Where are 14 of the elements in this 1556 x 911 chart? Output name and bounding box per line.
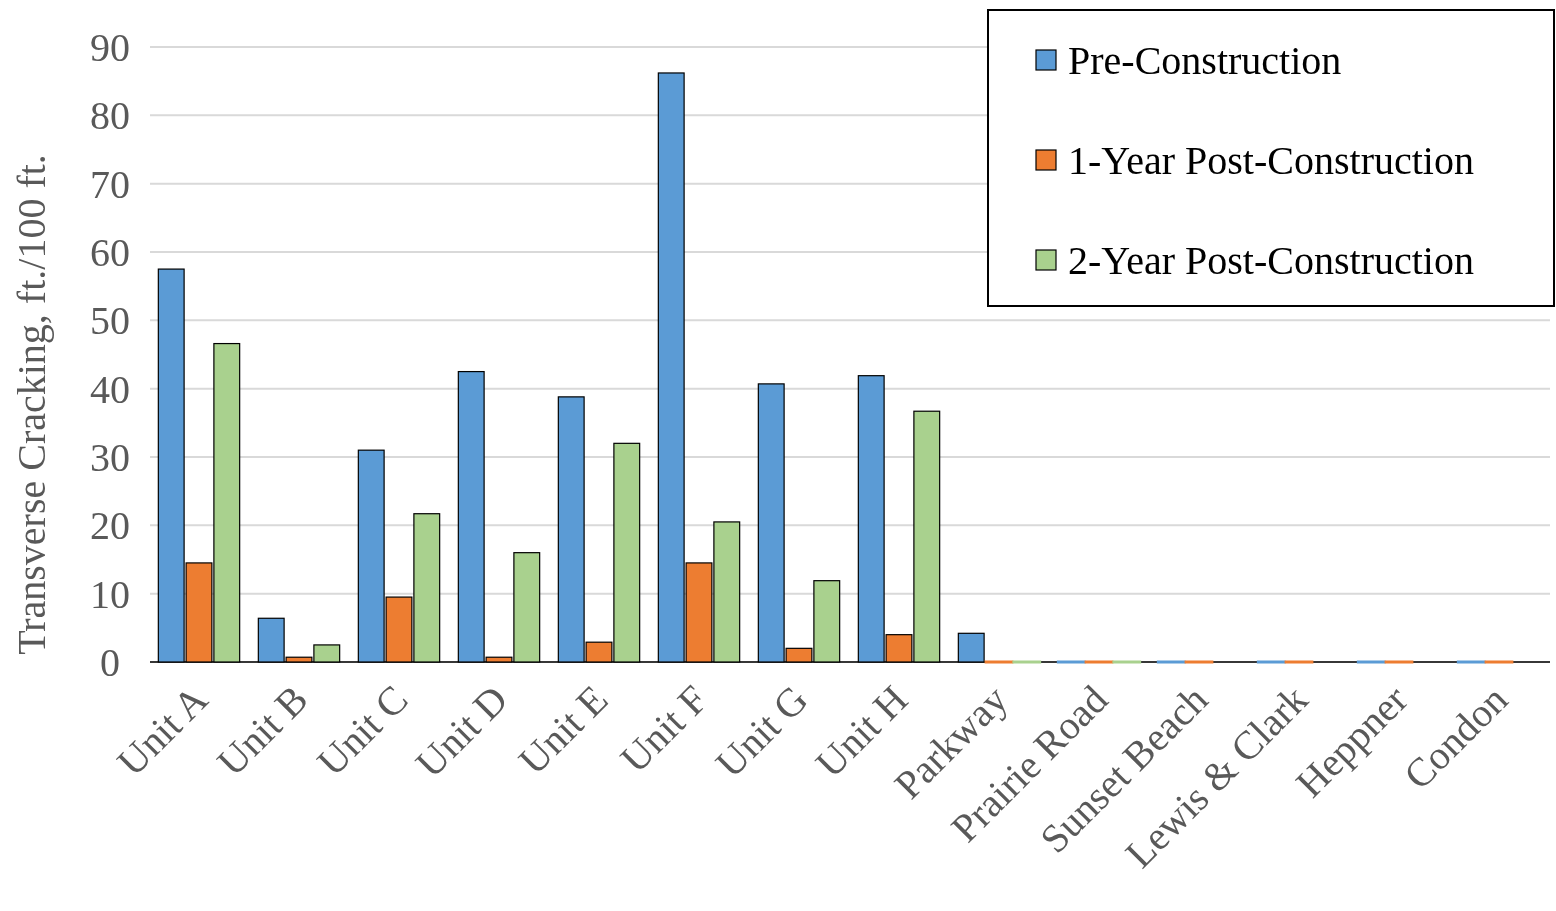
legend-label: 2-Year Post-Construction [1068,238,1474,283]
x-tick-label: Unit E [509,676,617,783]
y-tick-label: 10 [90,571,130,617]
y-tick-label: 80 [90,93,130,139]
legend-label: Pre-Construction [1068,38,1342,83]
y-tick-label: 50 [90,298,130,344]
y-tick-label: 60 [90,230,130,275]
y-tick-label: 40 [90,366,130,412]
y-tick-label: 20 [90,503,130,549]
y-tick-label: 90 [90,25,130,70]
y-tick-label: 70 [90,161,130,207]
legend-label: 1-Year Post-Construction [1068,138,1474,183]
y-axis-title: Transverse Cracking, ft./100 ft. [9,154,54,655]
y-tick-label: 30 [90,435,130,480]
